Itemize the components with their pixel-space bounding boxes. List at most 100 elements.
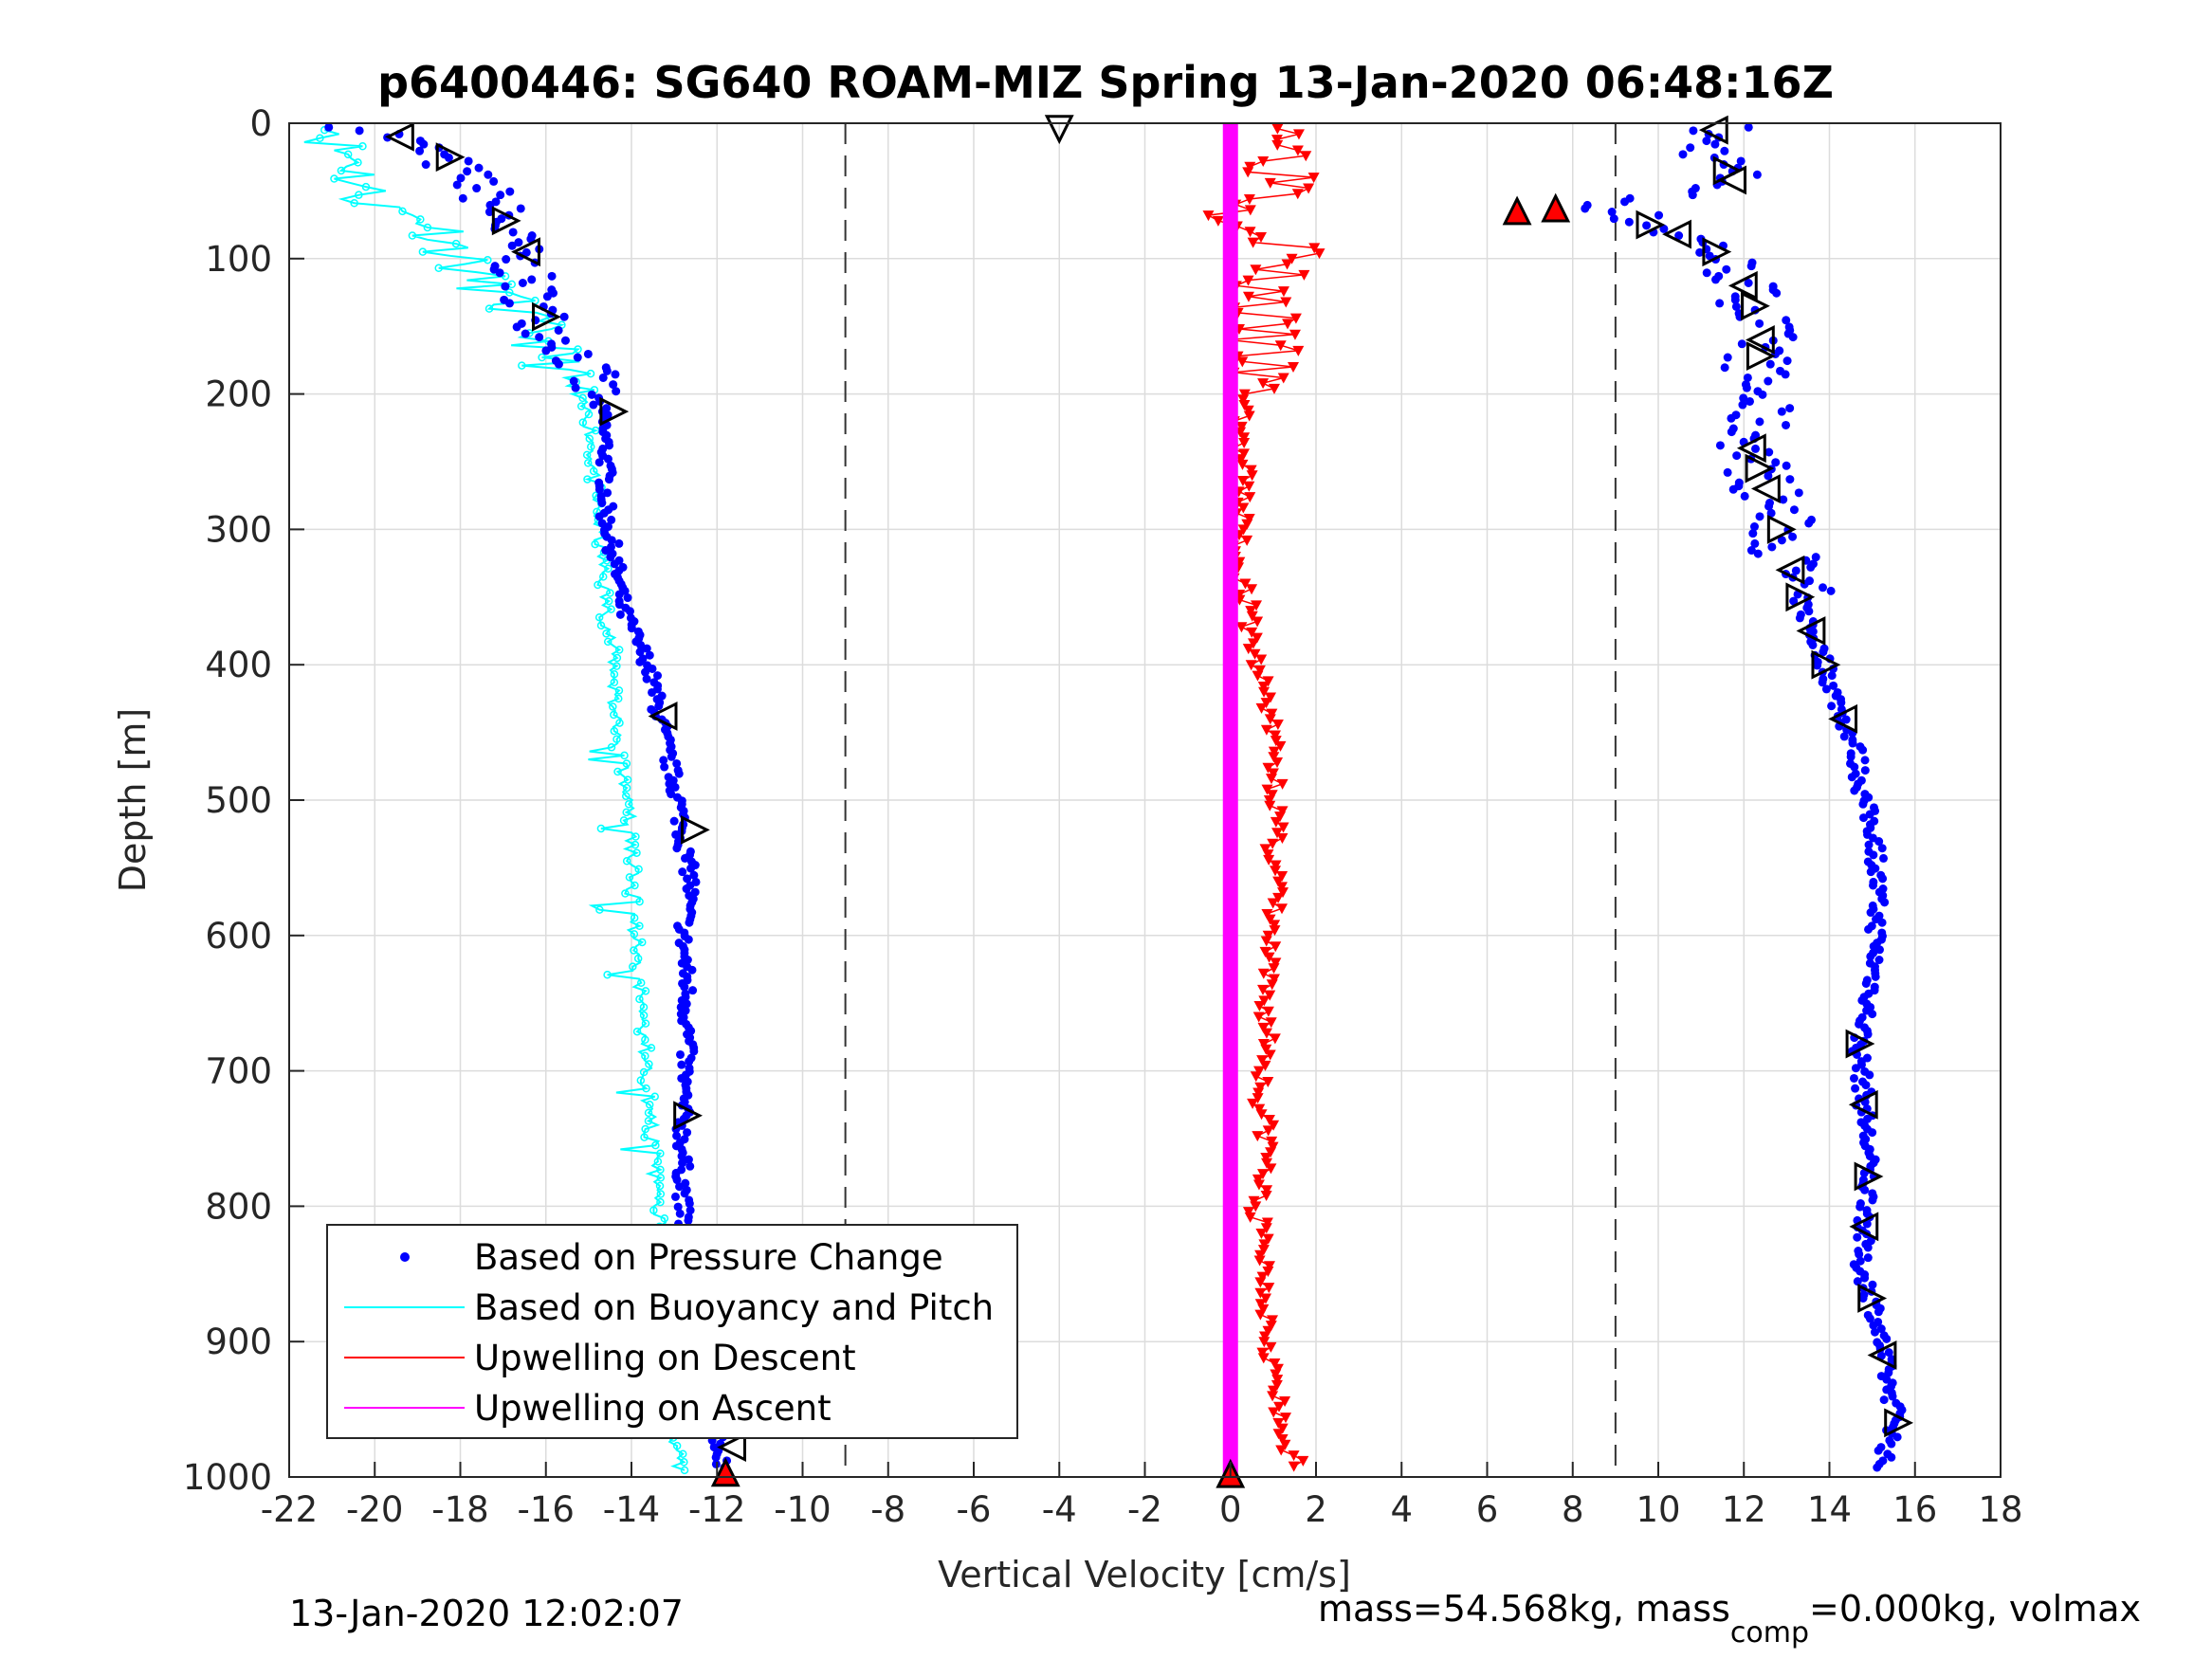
series-buoyancy-pitch-point: [631, 881, 639, 890]
series-pressure-change-descent-point: [684, 1155, 693, 1164]
series-upwelling-descent-point: [1291, 189, 1304, 200]
x-axis-label: Vertical Velocity [cm/s]: [938, 1554, 1351, 1595]
series-buoyancy-pitch-point: [635, 921, 644, 931]
series-pressure-change-descent-point: [421, 160, 430, 170]
series-pressure-change-descent-point: [569, 376, 578, 386]
series-pressure-change-descent-point: [635, 647, 645, 657]
series-upwelling-descent-point: [1267, 838, 1279, 849]
series-upwelling-descent-point: [1252, 1087, 1265, 1099]
series-upwelling-descent-point: [1265, 1321, 1277, 1332]
series-upwelling-descent-point: [1268, 1407, 1280, 1418]
series-pressure-change-descent-point: [456, 173, 466, 183]
series-pressure-change-descent-point: [711, 1452, 721, 1462]
series-pressure-change-descent-point: [463, 167, 472, 176]
series-pressure-change-ascent-point: [1748, 529, 1758, 538]
series-upwelling-descent-point: [1276, 1423, 1289, 1434]
series-pressure-change-descent-point: [660, 762, 669, 772]
series-upwelling-descent-point: [1270, 736, 1282, 747]
series-pressure-change-descent-point: [484, 170, 493, 179]
series-buoyancy-pitch-point: [610, 710, 618, 720]
footer-mass-sub: comp: [1730, 1616, 1809, 1650]
series-upwelling-descent-point: [1269, 925, 1281, 937]
series-upwelling-descent-point: [1291, 145, 1304, 156]
series-pressure-change-ascent-point: [1777, 407, 1786, 416]
series-buoyancy-pitch-point: [330, 174, 338, 183]
series-upwelling-descent-point: [1253, 1001, 1266, 1012]
series-buoyancy-pitch-point: [636, 978, 646, 988]
series-upwelling-descent-point: [1256, 1347, 1269, 1358]
series-pressure-change-ascent-point: [1869, 881, 1878, 890]
series-upwelling-descent-point: [1274, 811, 1287, 823]
triangle-marker: [1811, 649, 1841, 680]
series-pressure-change-ascent-point: [1821, 684, 1831, 694]
triangle-marker: [384, 121, 414, 152]
series-pressure-change-ascent-point: [1879, 853, 1889, 863]
series-pressure-change-descent-point: [415, 146, 425, 155]
series-pressure-change-descent-point: [484, 208, 494, 217]
series-buoyancy-pitch-point: [630, 946, 638, 955]
series-pressure-change-descent-point: [636, 640, 646, 649]
series-pressure-change-ascent-point: [1874, 1446, 1883, 1455]
series-pressure-change-ascent-point: [1865, 1070, 1874, 1080]
x-tick-label: -22: [261, 1489, 318, 1530]
series-upwelling-descent-point: [1238, 448, 1251, 460]
series-upwelling-descent-point: [1277, 373, 1289, 384]
series-buoyancy-pitch-point: [607, 605, 615, 613]
series-upwelling-descent-point: [1262, 1006, 1274, 1017]
series-buoyancy-pitch-point: [656, 1174, 666, 1182]
series-pressure-change-ascent-point: [1749, 522, 1759, 532]
y-tick-label: 900: [205, 1322, 272, 1362]
series-pressure-change-descent-point: [670, 1192, 680, 1201]
series-pressure-change-ascent-point: [1730, 295, 1740, 304]
series-upwelling-descent-point: [1236, 475, 1249, 486]
series-buoyancy-pitch-point: [642, 1084, 650, 1093]
series-upwelling-descent-point: [1262, 1325, 1274, 1337]
triangle-marker: [1746, 341, 1776, 372]
series-pressure-change-ascent-point: [1866, 908, 1875, 918]
series-upwelling-descent-point: [1242, 644, 1254, 655]
series-pressure-change-descent-point: [554, 325, 563, 335]
series-pressure-change-ascent-point: [1791, 566, 1801, 575]
series-pressure-change-ascent-point: [1764, 501, 1774, 511]
series-upwelling-descent-point: [1256, 1055, 1269, 1066]
x-tick-label: -12: [688, 1489, 745, 1530]
series-upwelling-descent-point: [1271, 1363, 1284, 1375]
series-upwelling-descent-point: [1277, 822, 1289, 833]
series-upwelling-descent-point: [1252, 1012, 1265, 1023]
series-pressure-change-ascent-point: [1624, 217, 1634, 227]
series-pressure-change-ascent-point: [1892, 1432, 1902, 1442]
series-buoyancy-pitch-point: [622, 759, 631, 768]
series-pressure-change-ascent-point: [1851, 1084, 1860, 1093]
series-pressure-change-ascent-point: [1777, 536, 1786, 545]
series-upwelling-descent-point: [1276, 1434, 1289, 1446]
x-tick-label: -18: [431, 1489, 488, 1530]
series-pressure-change-ascent-point: [1750, 538, 1760, 548]
series-buoyancy-pitch-point: [484, 304, 494, 313]
series-pressure-change-ascent-point: [1860, 756, 1870, 765]
series-pressure-change-descent-point: [648, 687, 657, 697]
series-pressure-change-descent-point: [505, 187, 515, 196]
triangle-marker: [1867, 1340, 1897, 1370]
series-buoyancy-pitch-point: [574, 345, 582, 354]
series-upwelling-descent-point: [1255, 654, 1268, 665]
triangle-marker: [1775, 555, 1805, 585]
series-upwelling-descent-point: [1246, 470, 1258, 482]
series-pressure-change-ascent-point: [1723, 467, 1732, 477]
series-upwelling-descent-point: [1263, 1283, 1275, 1294]
series-buoyancy-pitch-point: [630, 913, 639, 922]
series-pressure-change-ascent-point: [1764, 471, 1773, 481]
series-pressure-change-descent-point: [355, 126, 364, 136]
series-pressure-change-ascent-point: [1674, 231, 1684, 241]
series-upwelling-descent-point: [1266, 790, 1278, 801]
series-upwelling-descent-point: [1268, 1120, 1280, 1131]
series-pressure-change-descent-point: [645, 650, 654, 660]
series-upwelling-descent-point: [1253, 1103, 1266, 1115]
series-pressure-change-ascent-point: [1869, 1321, 1878, 1330]
x-tick-label: 10: [1636, 1489, 1680, 1530]
series-buoyancy-pitch-point: [622, 783, 631, 793]
series-pressure-change-ascent-point: [1855, 1249, 1864, 1259]
series-pressure-change-descent-point: [474, 163, 484, 173]
triangle-marker: [1845, 1029, 1875, 1059]
triangle-marker: [1849, 1212, 1879, 1242]
series-pressure-change-descent-point: [689, 870, 699, 880]
